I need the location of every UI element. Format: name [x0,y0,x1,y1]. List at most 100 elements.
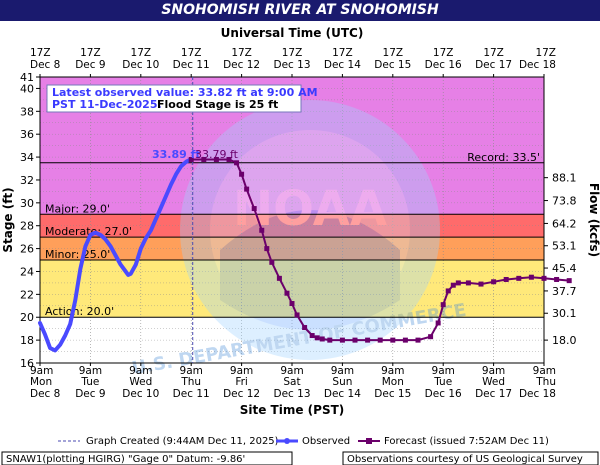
x-bottom-date: Dec 10 [122,388,159,400]
latest-value-line2a: PST 11-Dec-2025. [52,98,162,111]
forecast-point [309,333,315,339]
forecast-point [352,337,358,343]
forecast-point [478,281,484,287]
x-bottom-time: 9am [30,365,53,377]
legend-forecast: Forecast (issued 7:52AM Dec 11) [384,436,549,447]
forecast-point [269,259,275,265]
top-axis-title: Universal Time (UTC) [221,26,364,40]
y-tick-label: 16 [20,357,34,370]
y-right-tick-label: 88.1 [552,172,577,185]
right-axis-title: Flow (kcfs) [587,183,600,257]
x-bottom-date: Dec 15 [374,388,411,400]
forecast-point [503,276,509,282]
footer: SNAW1(plotting HGIRG) "Gage 0" Datum: -9… [1,451,599,465]
y-tick-label: 38 [20,105,34,118]
chart-svg: NOAA U.S. DEPARTMENT OF COMMERCE Record:… [1,26,600,465]
latest-value-line1: Latest observed value: 33.82 ft at 9:00 … [52,86,318,99]
flood-stage-text: Flood Stage is 25 ft [157,98,278,111]
footer-credit: Observations courtesy of US Geological S… [347,454,583,465]
x-bottom-day: Thu [535,376,556,388]
x-bottom-date: Dec 11 [173,388,210,400]
y-tick-label: 26 [20,243,34,256]
forecast-point [284,290,290,296]
y-right-tick-label: 45.4 [552,262,577,275]
forecast-point [415,337,421,343]
x-bottom-date: Dec 17 [475,388,512,400]
x-top-time: 17Z [433,47,454,59]
x-top-time: 17Z [282,47,303,59]
x-bottom-date: Dec 12 [223,388,260,400]
x-top-time: 17Z [535,47,556,59]
forecast-point [455,280,461,286]
forecast-point [541,275,547,281]
forecast-point [276,275,282,281]
y-tick-label: 36 [20,128,34,141]
x-bottom-time: 9am [180,365,203,377]
x-top-date: Dec 12 [223,59,260,71]
y-tick-label: 20 [20,311,34,324]
svg-text:NOAA: NOAA [233,181,387,237]
forecast-point [445,288,451,294]
forecast-point [528,274,534,280]
forecast-point [440,302,446,308]
threshold-label: Major: 29.0' [45,202,110,215]
forecast-point [239,171,245,177]
forecast-point [554,276,560,282]
x-bottom-time: 9am [381,365,404,377]
x-bottom-date: Dec 18 [519,388,556,400]
x-top-date: Dec 16 [425,59,462,71]
forecast-point [259,227,265,233]
forecast-point [201,156,207,162]
x-bottom-date: Dec 9 [75,388,105,400]
x-top-time: 17Z [383,47,404,59]
forecast-point [264,246,270,252]
legend: Graph Created (9:44AM Dec 11, 2025) Obse… [58,436,549,447]
legend-created: Graph Created (9:44AM Dec 11, 2025) [86,436,279,447]
x-bottom-time: 9am [482,365,505,377]
x-bottom-day: Tue [80,376,99,388]
latest-value-box: Latest observed value: 33.82 ft at 9:00 … [46,84,318,113]
x-bottom-day: Wed [129,376,152,388]
x-bottom-time: 9am [129,365,152,377]
forecast-point [435,320,441,326]
y-right-tick-label: 18.0 [552,334,577,347]
y-right-tick-label: 53.1 [552,240,577,253]
y-tick-label: 18 [20,334,34,347]
forecast-point [402,337,408,343]
forecast-point [516,275,522,281]
x-bottom-time: 9am [280,365,303,377]
y-tick-label: 30 [20,197,34,210]
forecast-series [188,156,572,343]
x-top-date: Dec 9 [75,59,105,71]
footer-datum: SNAW1(plotting HGIRG) "Gage 0" Datum: -9… [6,454,245,465]
x-top-date: Dec 15 [374,59,411,71]
y-tick-label: 22 [20,288,34,301]
x-bottom-day: Mon [382,376,404,388]
y-right-tick-label: 73.8 [552,195,577,208]
forecast-point [566,278,572,284]
x-bottom-day: Thu [180,376,201,388]
threshold-label: Action: 20.0' [45,305,114,318]
x-bottom-day: Wed [482,376,505,388]
y-tick-label: 32 [20,174,34,187]
x-top-date: Dec 10 [122,59,159,71]
x-top-time: 17Z [80,47,101,59]
x-bottom-date: Dec 14 [324,388,361,400]
observed-peak-label: 33.89 ft [152,148,201,161]
y-tick-label: 41 [20,71,34,84]
threshold-label: Moderate: 27.0' [45,225,132,238]
forecast-point [365,337,371,343]
chart-title: SNOHOMISH RIVER AT SNOHOMISH [0,0,600,21]
x-bottom-time: 9am [79,365,102,377]
forecast-point [234,160,240,166]
x-bottom-date: Dec 16 [425,388,462,400]
x-top-time: 17Z [332,47,353,59]
x-bottom-time: 9am [432,365,455,377]
forecast-point [491,279,497,285]
x-top-date: Dec 18 [519,59,556,71]
x-bottom-date: Dec 8 [30,388,60,400]
x-top-time: 17Z [483,47,504,59]
